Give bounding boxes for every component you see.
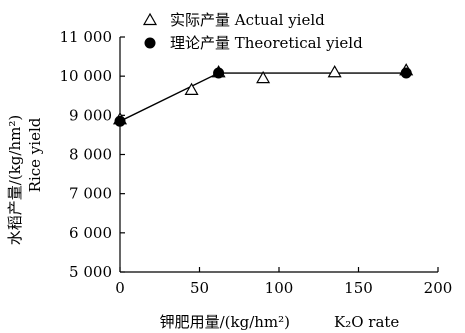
theoretical-yield-point [400,67,412,79]
y-tick-label: 11 000 [60,28,113,46]
x-tick-label: 0 [115,279,125,297]
x-tick-label: 150 [344,279,373,297]
actual-yield-point [327,65,342,78]
actual-yield-point [256,70,271,84]
x-tick-label: 200 [424,279,453,297]
axes: 5 000 6 000 7 000 8 000 9 000 10 000 11 000 0 50… [60,28,453,297]
y-tick-label: 7 000 [69,185,112,203]
x-axis-title-en: K₂O rate [334,313,399,331]
x-tick-label: 50 [190,279,209,297]
axis-titles: 钾肥用量/(kg/hm²) K₂O rate 水稻产量/(kg/hm²) Rice y… [6,115,399,331]
y-tick-label: 5 000 [69,263,112,281]
legend-theoretical-marker [144,37,156,49]
y-axis-title-cn: 水稻产量/(kg/hm²) [6,115,24,245]
legend-theoretical-label: 理论产量 Theoretical yield [170,34,363,52]
legend: 实际产量 Actual yield 理论产量 Theoretical yield [142,11,363,52]
y-axis-title-en: Rice yield [26,117,44,192]
data-points [112,63,414,127]
y-tick-label: 6 000 [69,224,112,242]
y-tick-label: 10 000 [60,67,113,85]
theoretical-yield-point [213,67,225,79]
legend-actual-marker [142,12,158,26]
y-tick-label: 8 000 [69,146,112,164]
y-tick-label: 9 000 [69,106,112,124]
actual-yield-point [184,82,199,95]
x-axis-title-cn: 钾肥用量/(kg/hm²) [160,313,290,331]
theoretical-yield-point [114,115,126,127]
legend-actual-label: 实际产量 Actual yield [170,11,325,29]
x-tick-label: 100 [265,279,294,297]
